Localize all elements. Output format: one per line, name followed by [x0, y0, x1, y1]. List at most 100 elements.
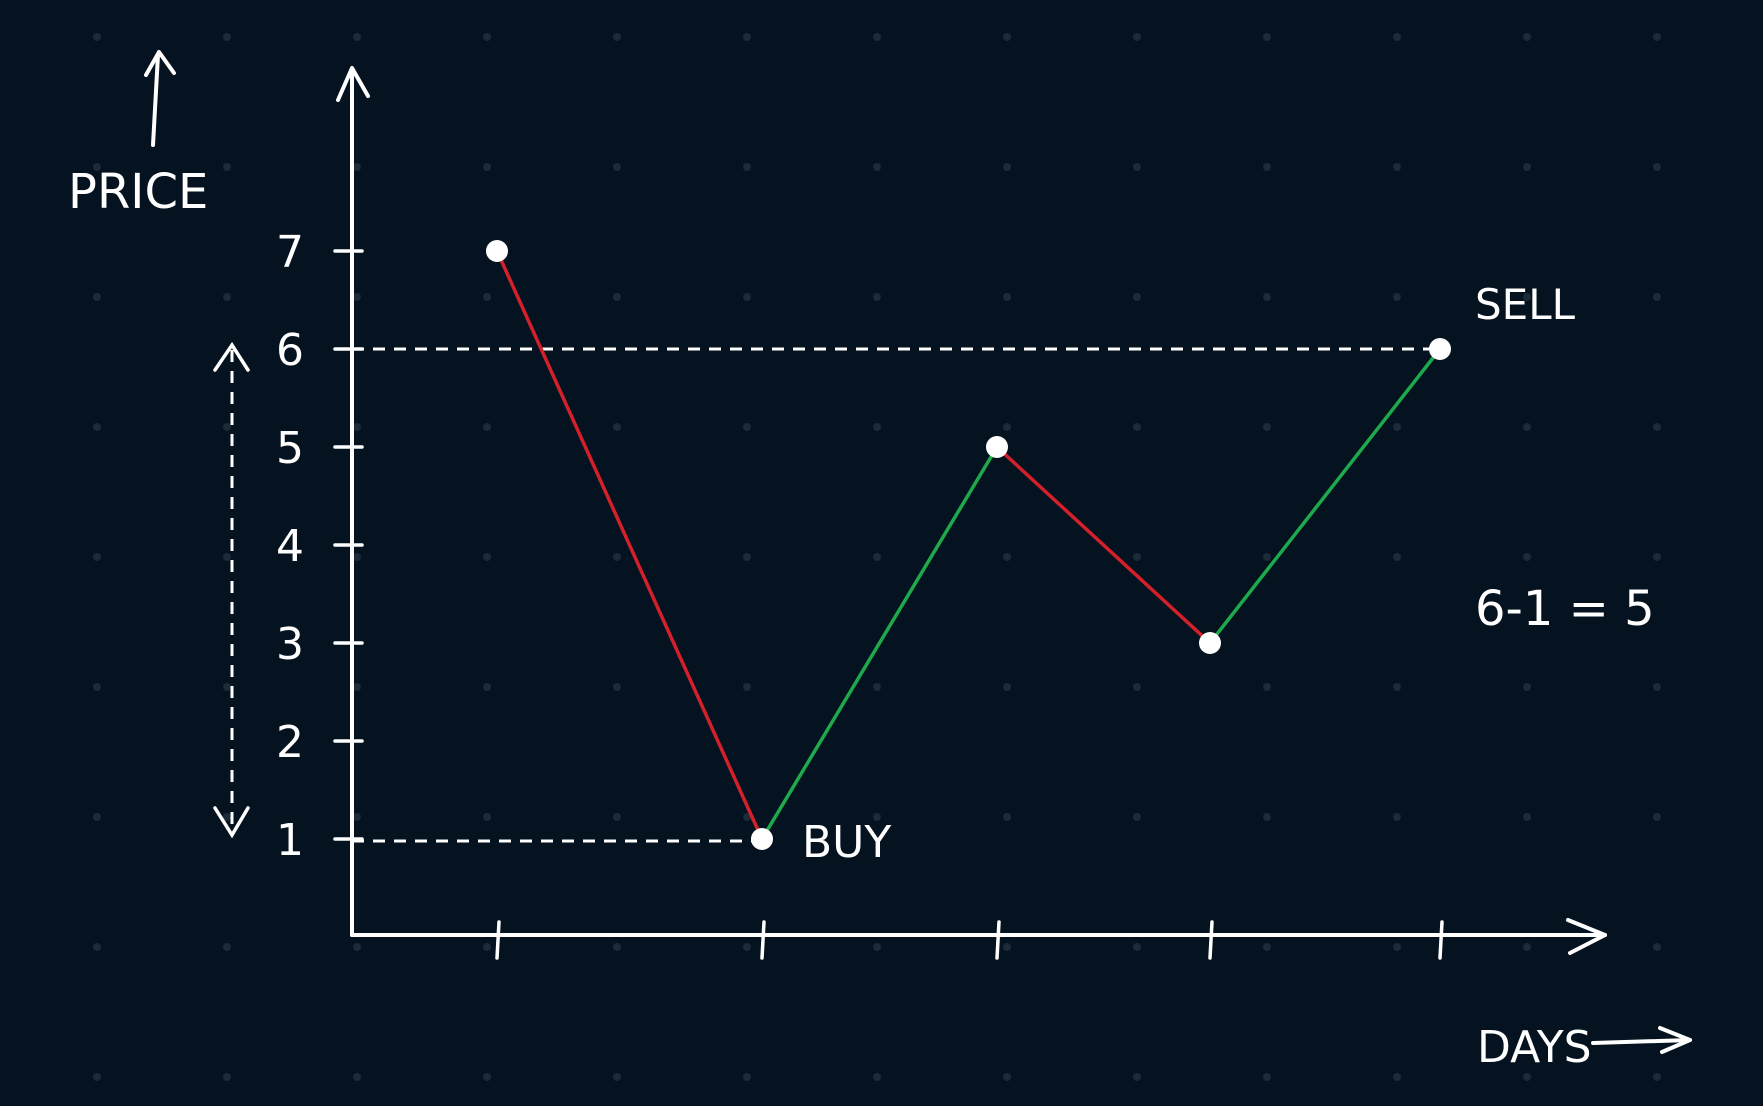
- grid-dot: [1523, 33, 1531, 41]
- grid-dot: [743, 1073, 751, 1081]
- grid-dot: [1523, 163, 1531, 171]
- price-segment-down: [995, 445, 1212, 645]
- dot-grid: [93, 33, 1661, 1081]
- grid-dot: [1653, 163, 1661, 171]
- grid-dot: [1133, 293, 1141, 301]
- grid-dot: [483, 943, 491, 951]
- grid-dot: [353, 683, 361, 691]
- price-point: [486, 240, 508, 262]
- grid-dot: [223, 33, 231, 41]
- grid-dot: [93, 943, 101, 951]
- price-point: [986, 436, 1008, 458]
- profit-range-arrowhead-top: [213, 341, 250, 372]
- grid-dot: [1003, 163, 1011, 171]
- grid-dot: [613, 293, 621, 301]
- y-tick-label: 5: [276, 423, 304, 474]
- days-arrow-head: [1658, 1026, 1692, 1054]
- grid-dot: [1653, 553, 1661, 561]
- y-tick-label: 3: [276, 619, 304, 670]
- grid-dot: [1653, 33, 1661, 41]
- y-ticks: 1 2 3 4 5 6 7: [276, 227, 364, 866]
- grid-dot: [353, 553, 361, 561]
- grid-dot: [353, 163, 361, 171]
- grid-dot: [743, 293, 751, 301]
- grid-dot: [1523, 293, 1531, 301]
- grid-dot: [1393, 943, 1401, 951]
- grid-dot: [1133, 423, 1141, 431]
- grid-dot: [743, 553, 751, 561]
- grid-dot: [613, 813, 621, 821]
- grid-dot: [223, 293, 231, 301]
- x-tick: [760, 920, 766, 960]
- grid-dot: [873, 813, 881, 821]
- grid-dot: [1003, 293, 1011, 301]
- y-axis-label: PRICE: [68, 164, 208, 220]
- grid-dot: [483, 813, 491, 821]
- grid-dot: [1393, 293, 1401, 301]
- price-segment-up: [760, 445, 999, 841]
- x-axis: [350, 918, 1607, 955]
- y-tick-label: 6: [276, 325, 304, 376]
- grid-dot: [613, 423, 621, 431]
- grid-dot: [743, 943, 751, 951]
- grid-dot: [1003, 683, 1011, 691]
- grid-dot: [353, 293, 361, 301]
- profit-equation: 6-1 = 5: [1475, 581, 1655, 637]
- grid-dot: [873, 33, 881, 41]
- price-points: [486, 240, 1451, 850]
- grid-dot: [353, 1073, 361, 1081]
- grid-dot: [93, 813, 101, 821]
- grid-dot: [93, 33, 101, 41]
- x-tick: [1438, 920, 1444, 960]
- grid-dot: [93, 553, 101, 561]
- grid-dot: [93, 683, 101, 691]
- price-segment-up: [1208, 347, 1442, 645]
- y-tick-label: 4: [276, 521, 304, 572]
- x-tick: [995, 920, 1001, 960]
- guide-lines: [352, 347, 1432, 843]
- grid-dot: [1003, 813, 1011, 821]
- grid-dot: [1003, 943, 1011, 951]
- y-axis: [336, 66, 370, 937]
- annotations: BUY SELL 6-1 = 5: [802, 280, 1655, 868]
- price-segments: [495, 249, 1442, 841]
- price-point: [751, 828, 773, 850]
- grid-dot: [873, 943, 881, 951]
- grid-dot: [1133, 1073, 1141, 1081]
- price-segment-down: [495, 249, 764, 841]
- grid-dot: [1393, 33, 1401, 41]
- grid-dot: [1263, 1073, 1271, 1081]
- grid-dot: [483, 553, 491, 561]
- grid-dot: [1263, 683, 1271, 691]
- price-arrow-shaft: [151, 53, 160, 147]
- grid-dot: [613, 163, 621, 171]
- profit-range-arrow: [213, 341, 250, 839]
- grid-dot: [1523, 683, 1531, 691]
- grid-dot: [1003, 423, 1011, 431]
- grid-dot: [1523, 1073, 1531, 1081]
- grid-dot: [743, 813, 751, 821]
- grid-dot: [743, 423, 751, 431]
- grid-dot: [93, 1073, 101, 1081]
- grid-dot: [1393, 553, 1401, 561]
- price-point: [1429, 338, 1451, 360]
- grid-dot: [1523, 423, 1531, 431]
- grid-dot: [1653, 683, 1661, 691]
- grid-dot: [1653, 423, 1661, 431]
- grid-dot: [613, 943, 621, 951]
- sell-label: SELL: [1475, 280, 1576, 329]
- grid-dot: [1393, 1073, 1401, 1081]
- grid-dot: [873, 1073, 881, 1081]
- x-axis-label: DAYS: [1477, 1022, 1592, 1073]
- grid-dot: [1133, 553, 1141, 561]
- grid-dot: [223, 683, 231, 691]
- grid-dot: [353, 33, 361, 41]
- grid-dot: [223, 943, 231, 951]
- grid-dot: [873, 293, 881, 301]
- grid-dot: [873, 553, 881, 561]
- days-arrow-shaft: [1591, 1038, 1692, 1045]
- grid-dot: [1263, 163, 1271, 171]
- grid-dot: [1523, 553, 1531, 561]
- grid-dot: [1263, 813, 1271, 821]
- grid-dot: [1393, 423, 1401, 431]
